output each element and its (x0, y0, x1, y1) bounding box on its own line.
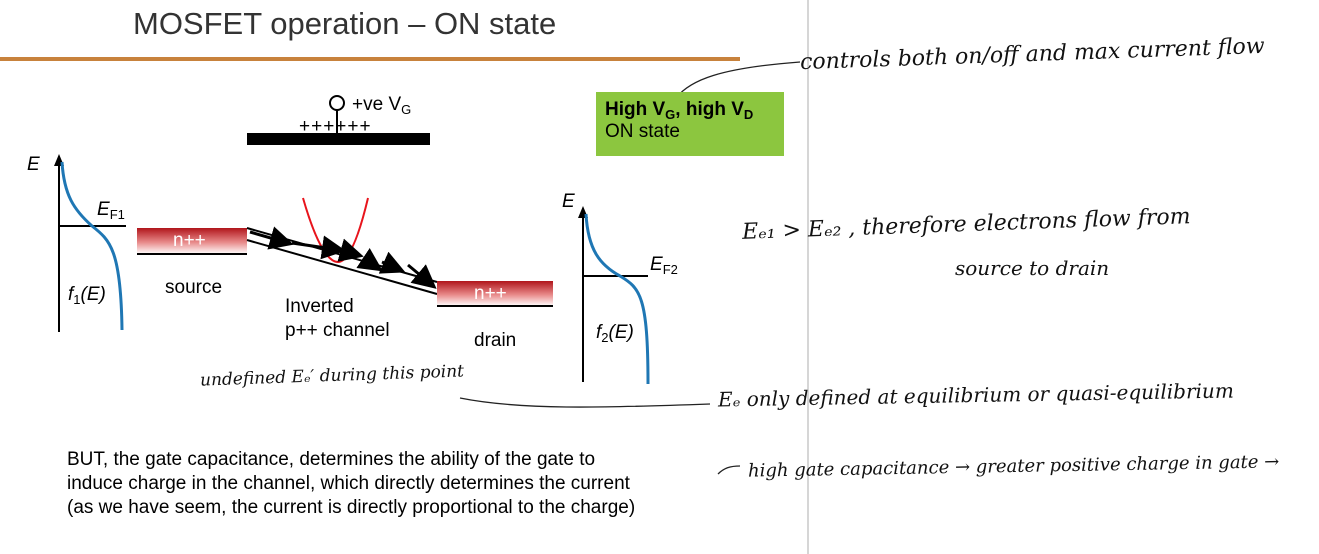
state-box-mid: , high V (675, 99, 744, 120)
gate-voltage-label-sub: G (401, 102, 412, 117)
channel-label-line1: Inverted (285, 296, 354, 317)
right-fermi-fn: f (596, 322, 602, 343)
gate-charges: ++++++ (299, 116, 372, 137)
note-connector-undefined (459, 397, 711, 408)
gate-voltage-label: +ve VG (352, 94, 411, 116)
state-box: High VG, high VD ON state (596, 92, 784, 156)
channel-label-line2: p++ channel (285, 320, 390, 341)
electron-arrow-2 (291, 235, 346, 260)
gate-terminal (329, 95, 345, 111)
state-box-line2: ON state (605, 121, 680, 142)
channel-top-edge (246, 227, 438, 283)
note-connector-capacitance (717, 465, 741, 475)
left-fermi-label: EF1 (97, 199, 125, 221)
barrier-curve (302, 197, 369, 264)
drain-region-label: n++ (474, 283, 507, 304)
right-axis-label: E (562, 191, 575, 212)
title-rule (0, 57, 740, 61)
left-fermi-label-sub: F1 (109, 207, 125, 222)
left-fermi-curve (60, 161, 124, 331)
left-axis-label: E (27, 154, 40, 175)
right-fermi-curve (584, 213, 650, 385)
gate-voltage-label-prefix: +ve V (352, 94, 402, 115)
left-fermi-label-e: E (97, 199, 110, 220)
source-region-label: n++ (173, 230, 206, 251)
right-fermi-plot (578, 206, 650, 385)
drain-label: drain (474, 330, 517, 351)
electron-arrow-5 (378, 251, 406, 274)
source-label: source (165, 277, 223, 298)
left-fermi-fn-sub: 1 (73, 292, 81, 307)
right-fermi-label-sub: F2 (662, 262, 678, 277)
gate-electrode (247, 133, 430, 145)
right-fermi-fn-arg: (E) (608, 322, 634, 343)
right-fermi-label-e: E (650, 254, 663, 275)
right-fermi-fn-sub: 2 (601, 330, 609, 345)
body-paragraph: BUT, the gate capacitance, determines th… (67, 448, 727, 520)
state-box-line1: High VG, high VD (605, 99, 784, 121)
electron-arrow-1 (249, 226, 294, 250)
note-ef-line2: source to drain (955, 256, 1110, 280)
state-box-prefix: High V (605, 99, 666, 120)
source-region (137, 228, 247, 254)
left-fermi-plot (54, 154, 126, 332)
body-line-1: BUT, the gate capacitance, determines th… (67, 449, 596, 470)
body-line-3: (as we have seem, the current is directl… (67, 497, 636, 518)
body-line-2: induce charge in the channel, which dire… (67, 473, 630, 494)
state-box-sub-d: D (743, 107, 754, 122)
left-fermi-fn: f (68, 284, 74, 305)
left-fermi-function: f1(E) (68, 284, 106, 306)
drain-region (437, 281, 553, 306)
slide-title: MOSFET operation – ON state (133, 6, 557, 41)
electron-arrow-3 (337, 238, 364, 262)
right-fermi-label: EF2 (650, 254, 678, 276)
page-divider (807, 0, 809, 554)
right-fermi-function: f2(E) (596, 322, 634, 344)
electron-arrow-4 (356, 248, 383, 272)
electron-arrow-6 (407, 263, 437, 289)
left-fermi-fn-arg: (E) (80, 284, 106, 305)
state-box-sub-g: G (665, 107, 676, 122)
